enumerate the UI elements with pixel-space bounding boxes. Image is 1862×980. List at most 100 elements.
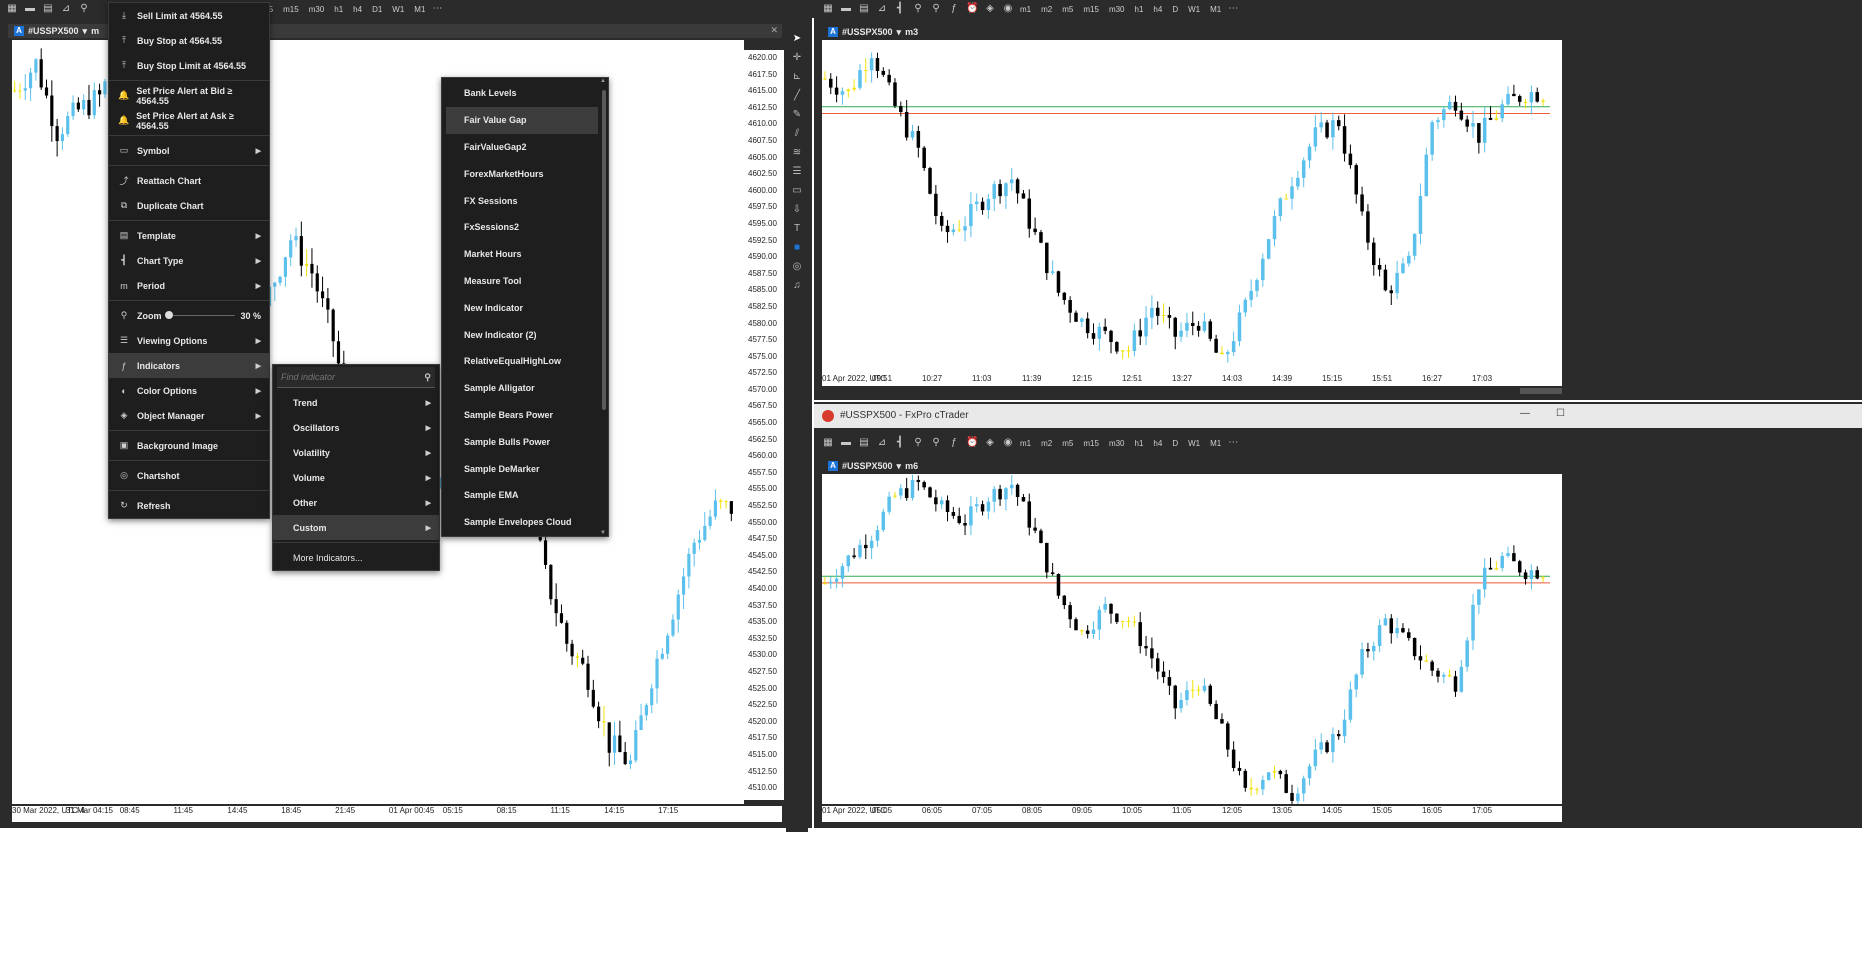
eye-icon[interactable]: ◉ <box>1003 437 1013 448</box>
menu-item-zoom[interactable]: ⚲ Zoom 30 % <box>109 303 269 328</box>
timeframe-M1[interactable]: M1 <box>1210 4 1222 14</box>
timeframe-m2[interactable]: m2 <box>1041 4 1053 14</box>
camera-icon[interactable]: ◎ <box>792 261 802 272</box>
layout-icon[interactable]: ▦ <box>7 3 17 14</box>
indicator-search-input[interactable] <box>277 371 425 383</box>
levels-icon[interactable]: ☰ <box>792 166 802 177</box>
indicator-category-volatility[interactable]: Volatility ▶ <box>273 440 439 465</box>
menu-item-chartshot[interactable]: ◎ Chartshot <box>109 463 269 488</box>
zoom-in-icon[interactable]: ⚲ <box>914 3 922 14</box>
window-icon[interactable]: ▬ <box>841 3 851 14</box>
timeframe-m30[interactable]: m30 <box>1108 438 1125 448</box>
tab-period[interactable]: m <box>91 26 100 36</box>
indicator-search[interactable]: ⚲ <box>277 367 435 388</box>
grid-icon[interactable]: ▤ <box>43 3 53 14</box>
window-icon[interactable]: ▬ <box>25 3 35 14</box>
custom-indicator-item[interactable]: Sample Envelopes Cloud <box>442 509 608 536</box>
arrow-icon[interactable]: ⇩ <box>792 204 802 215</box>
custom-indicator-item[interactable]: Sample Bulls Power <box>442 428 608 455</box>
zoom-icon[interactable]: ⚲ <box>80 3 88 14</box>
timeframe-m15[interactable]: m15 <box>1083 438 1099 448</box>
zoom-slider[interactable] <box>164 311 235 319</box>
window-icon[interactable]: ▬ <box>841 437 851 448</box>
menu-item-buy-stop-at-4564-55[interactable]: ⤒ Buy Stop at 4564.55 <box>109 28 269 53</box>
chevron-down-icon[interactable]: ▾ <box>82 25 88 36</box>
zoom-out-icon[interactable]: ⚲ <box>932 437 940 448</box>
menu-item-set-price-alert-at-ask-4564-55[interactable]: 🔔 Set Price Alert at Ask ≥ 4564.55 <box>109 108 269 133</box>
timeframe-m5[interactable]: m5 <box>1062 438 1074 448</box>
layout-icon[interactable]: ▦ <box>823 3 833 14</box>
chevron-down-icon[interactable]: ▾ <box>896 26 902 37</box>
menu-item-refresh[interactable]: ↻ Refresh <box>109 493 269 518</box>
close-icon[interactable]: ✕ <box>770 25 778 35</box>
left-time-axis[interactable]: 30 Mar 2022, UTC-4 31 Mar 04:15 08:45 11:45… <box>12 806 782 822</box>
menu-item-background-image[interactable]: ▣ Background Image <box>109 433 269 458</box>
layers-icon[interactable]: ◈ <box>986 437 994 448</box>
shape-icon[interactable]: ■ <box>793 242 801 253</box>
timeframe-m15[interactable]: m15 <box>1083 4 1099 14</box>
menu-item-chart-type[interactable]: ┫ Chart Type ▶ <box>109 248 269 273</box>
custom-indicator-item[interactable]: New Indicator (2) <box>442 321 608 348</box>
menu-item-sell-limit-at-4564-55[interactable]: ⤓ Sell Limit at 4564.55 <box>109 3 269 28</box>
chart-tab[interactable]: A #USSPX500 ▾ m <box>8 24 782 38</box>
timeframe-m30[interactable]: m30 <box>308 4 325 14</box>
search-icon[interactable]: ⚲ <box>424 371 431 382</box>
zoom-slider-thumb[interactable] <box>164 311 173 319</box>
custom-indicator-item[interactable]: Sample EMA <box>442 482 608 509</box>
timeframe-W1[interactable]: W1 <box>1188 4 1201 14</box>
timeframe-h1[interactable]: h1 <box>1134 4 1144 14</box>
layout-icon[interactable]: ▦ <box>823 437 833 448</box>
eye-icon[interactable]: ◉ <box>1003 3 1013 14</box>
timeframe-h4[interactable]: h4 <box>1153 4 1163 14</box>
channel-icon[interactable]: ⫽ <box>794 128 800 139</box>
menu-item-symbol[interactable]: ▭ Symbol ▶ <box>109 138 269 163</box>
zoom-in-icon[interactable]: ⚲ <box>914 437 922 448</box>
text-icon[interactable]: T <box>793 223 801 234</box>
custom-indicator-item[interactable]: Sample DeMarker <box>442 455 608 482</box>
timeframe-m30[interactable]: m30 <box>1108 4 1125 14</box>
indicator-category-custom[interactable]: Custom ▶ <box>273 515 439 540</box>
custom-indicator-item[interactable]: Sample Bears Power <box>442 402 608 429</box>
scroll-down-icon[interactable]: ▼ <box>600 530 606 536</box>
pen-icon[interactable]: ✎ <box>792 109 802 120</box>
bottom-right-chart-area[interactable] <box>822 474 1550 804</box>
chart-type-icon[interactable]: ⊿ <box>877 3 887 14</box>
tab-period[interactable]: m3 <box>905 27 919 37</box>
maximize-icon[interactable]: ☐ <box>1556 408 1565 419</box>
candles-icon[interactable]: ┫ <box>896 3 904 14</box>
timeframe-M1[interactable]: M1 <box>1210 438 1222 448</box>
bottom-right-price-axis[interactable] <box>1550 474 1562 804</box>
timeframe-h4[interactable]: h4 <box>353 4 363 14</box>
menu-item-buy-stop-limit-at-4564-55[interactable]: ⤒ Buy Stop Limit at 4564.55 <box>109 53 269 78</box>
minimize-icon[interactable]: — <box>1520 408 1530 419</box>
custom-indicator-item[interactable]: Market Hours <box>442 241 608 268</box>
indicator-category-oscillators[interactable]: Oscillators ▶ <box>273 415 439 440</box>
timeframe-D1[interactable]: D1 <box>372 4 383 14</box>
rectangle-icon[interactable]: ▭ <box>792 185 802 196</box>
timeframe-m1[interactable]: m1 <box>1020 438 1032 448</box>
top-right-chart-area[interactable] <box>822 40 1550 374</box>
timeframe-D[interactable]: D <box>1172 438 1179 448</box>
timeframe-D[interactable]: D <box>1172 4 1179 14</box>
top-right-scrollbar[interactable] <box>1520 388 1562 394</box>
scroll-up-icon[interactable]: ▲ <box>600 78 606 84</box>
chart-tab[interactable]: A #USSPX500 ▾ m3 <box>822 25 1862 39</box>
indicator-category-volume[interactable]: Volume ▶ <box>273 465 439 490</box>
timeframe-h4[interactable]: h4 <box>1153 438 1163 448</box>
chart-tab[interactable]: A #USSPX500 ▾ m6 <box>822 459 1862 473</box>
more-icon[interactable]: ⋯ <box>1228 3 1239 14</box>
bell-icon[interactable]: ♫ <box>793 280 801 291</box>
grid-icon[interactable]: ▤ <box>859 437 869 448</box>
top-right-price-axis[interactable] <box>1550 40 1562 374</box>
custom-indicator-item[interactable]: Bank Levels <box>442 80 608 107</box>
alarm-icon[interactable]: ⏰ <box>966 437 979 448</box>
custom-indicator-item[interactable]: Sample Alligator <box>442 375 608 402</box>
indicator-category-other[interactable]: Other ▶ <box>273 490 439 515</box>
more-indicators-item[interactable]: More Indicators... <box>273 545 439 570</box>
fib-icon[interactable]: ≋ <box>792 147 802 158</box>
top-right-time-axis[interactable]: 01 Apr 2022, UTC 09:51 10:27 11:03 11:39 12:1… <box>822 374 1562 386</box>
custom-indicator-item[interactable]: RelativeEqualHighLow <box>442 348 608 375</box>
more-icon[interactable]: ⋯ <box>432 3 443 14</box>
layers-icon[interactable]: ◈ <box>986 3 994 14</box>
line-icon[interactable]: ╱ <box>793 90 801 101</box>
